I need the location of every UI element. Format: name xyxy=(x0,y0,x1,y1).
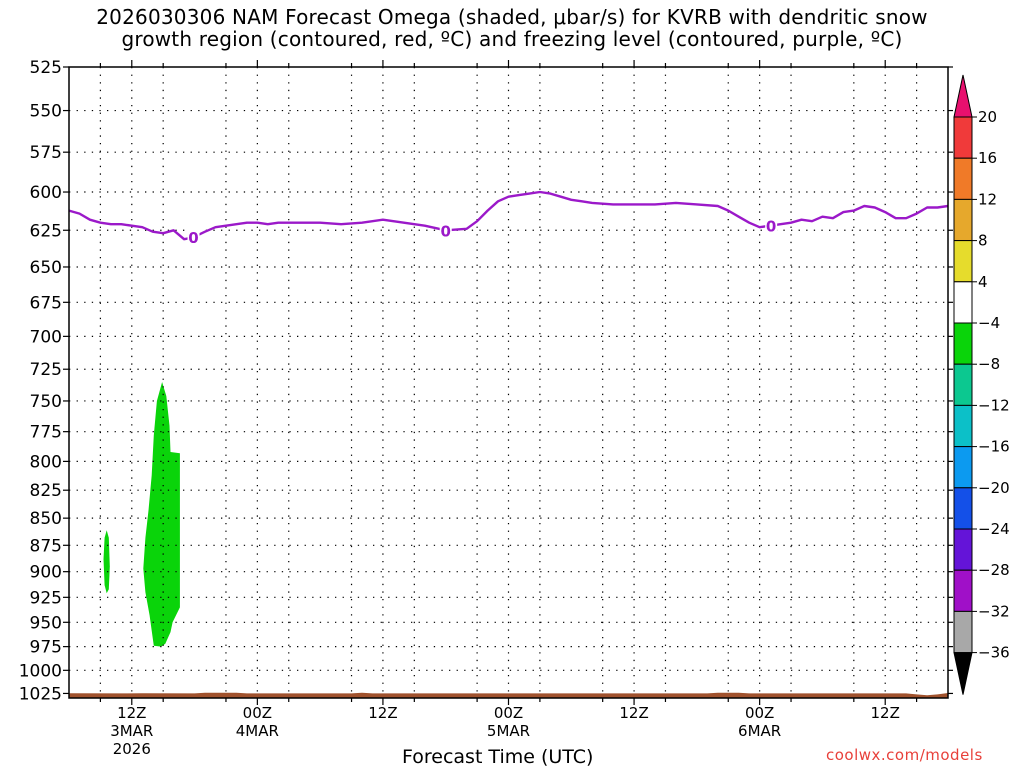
y-tick-label: 575 xyxy=(30,143,62,163)
title-line-1: 2026030306 NAM Forecast Omega (shaded, μ… xyxy=(96,5,928,29)
y-tick-label: 850 xyxy=(30,509,62,529)
x-axis-label: Forecast Time (UTC) xyxy=(402,746,594,768)
y-tick-label: 550 xyxy=(30,102,62,122)
freezing-level-contour xyxy=(68,190,949,241)
colorbar-top-triangle xyxy=(953,74,973,118)
terrain-band xyxy=(69,692,948,698)
y-tick-label: 700 xyxy=(30,327,62,347)
x-tick-label: 00Z xyxy=(243,704,272,722)
plot-frame xyxy=(68,66,949,699)
colorbar-box xyxy=(953,157,973,200)
colorbar-box xyxy=(953,281,973,324)
x-tick-label: 12Z xyxy=(117,704,146,722)
colorbar-label: −36 xyxy=(978,644,1010,662)
y-tick-label: 825 xyxy=(30,481,62,501)
y-tick-label: 900 xyxy=(30,563,62,583)
y-tick-label: 525 xyxy=(30,58,62,78)
title-line-2: growth region (contoured, red, ºC) and f… xyxy=(121,27,903,51)
y-tick-label: 675 xyxy=(30,293,62,313)
colorbar-box xyxy=(953,322,973,365)
freezing-level-label: 0 xyxy=(188,229,198,247)
colorbar-label: −24 xyxy=(978,520,1010,538)
y-tick-label: 950 xyxy=(30,613,62,633)
freezing-level-label: 0 xyxy=(440,222,450,240)
colorbar-box xyxy=(953,610,973,654)
colorbar-box xyxy=(953,240,973,283)
colorbar-label: −8 xyxy=(978,355,1000,373)
colorbar-box xyxy=(953,198,973,242)
colorbar-box xyxy=(953,363,973,406)
x-tick-label: 00Z xyxy=(745,704,774,722)
colorbar-label: 8 xyxy=(978,232,988,250)
colorbar-label: −12 xyxy=(978,396,1010,414)
x-tick-label: 12Z xyxy=(368,704,397,722)
y-tick-label: 775 xyxy=(30,423,62,443)
colorbar-box xyxy=(953,446,973,489)
colorbar-label: 4 xyxy=(978,273,988,291)
x-tick-label: 2026 xyxy=(113,740,151,758)
omega-region-1 xyxy=(103,530,110,594)
y-tick-label: 725 xyxy=(30,360,62,380)
x-tick-label: 12Z xyxy=(871,704,900,722)
credit-link[interactable]: coolwx.com/models xyxy=(826,746,983,764)
colorbar-label: 20 xyxy=(978,108,997,126)
y-tick-label: 975 xyxy=(30,638,62,658)
x-tick-label: 00Z xyxy=(494,704,523,722)
x-tick-label: 3MAR xyxy=(110,722,153,740)
colorbar-label: 12 xyxy=(978,190,997,208)
colorbar-label: −20 xyxy=(978,479,1010,497)
y-tick-label: 800 xyxy=(30,452,62,472)
colorbar-bottom-triangle xyxy=(953,652,973,695)
colorbar-label: −32 xyxy=(978,602,1010,620)
y-tick-label: 1000 xyxy=(19,661,62,681)
y-tick-label: 875 xyxy=(30,536,62,556)
colorbar-label: −16 xyxy=(978,438,1010,456)
colorbar-label: 16 xyxy=(978,149,997,167)
chart-title: 2026030306 NAM Forecast Omega (shaded, μ… xyxy=(0,6,1024,50)
colorbar-box xyxy=(953,528,973,571)
contour-label-bg xyxy=(765,216,778,234)
y-tick-label: 1025 xyxy=(19,684,62,704)
omega-region-2 xyxy=(143,382,180,647)
x-tick-label: 5MAR xyxy=(487,722,530,740)
contour-label-bg xyxy=(187,228,200,246)
colorbar-box xyxy=(953,404,973,448)
y-tick-label: 750 xyxy=(30,392,62,412)
y-tick-label: 625 xyxy=(30,221,62,241)
y-tick-label: 650 xyxy=(30,258,62,278)
x-tick-label: 6MAR xyxy=(738,722,781,740)
colorbar-label: −28 xyxy=(978,561,1010,579)
contour-label-bg xyxy=(439,221,452,239)
colorbar-box xyxy=(953,487,973,530)
freezing-level-label: 0 xyxy=(766,218,776,236)
y-tick-label: 600 xyxy=(30,183,62,203)
x-tick-label: 12Z xyxy=(619,704,648,722)
y-tick-label: 925 xyxy=(30,588,62,608)
x-tick-label: 4MAR xyxy=(236,722,279,740)
colorbar-box xyxy=(953,569,973,612)
colorbar-box xyxy=(953,116,973,159)
colorbar-label: −4 xyxy=(978,314,1000,332)
